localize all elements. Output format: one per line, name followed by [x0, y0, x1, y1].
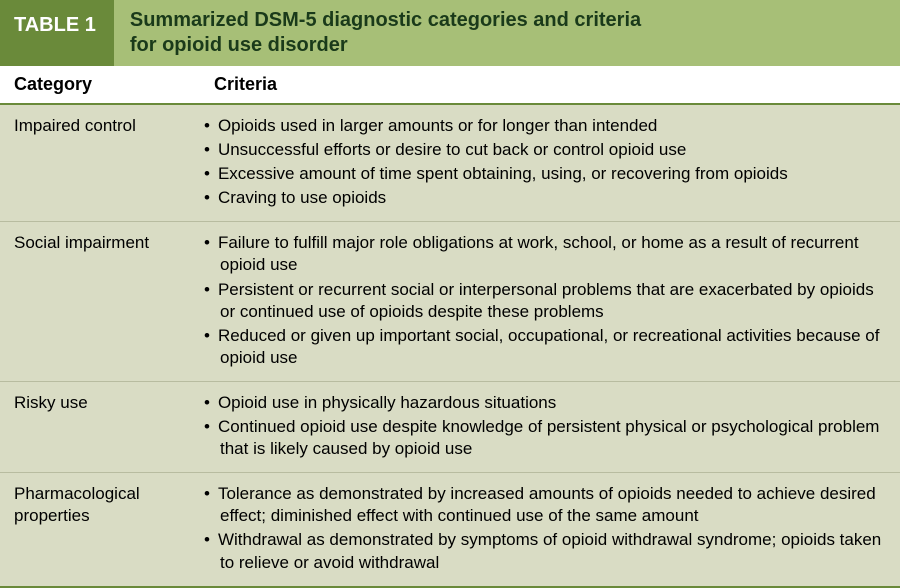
criteria-item: Opioid use in physically hazardous situa…	[204, 392, 886, 414]
criteria-item: Opioids used in larger amounts or for lo…	[204, 115, 886, 137]
criteria-cell: Failure to fulfill major role obligation…	[200, 222, 900, 381]
criteria-list: Opioid use in physically hazardous situa…	[204, 392, 886, 460]
criteria-item: Excessive amount of time spent obtaining…	[204, 163, 886, 185]
table-title: Summarized DSM-5 diagnostic categories a…	[114, 0, 900, 66]
table-number-badge: TABLE 1	[0, 0, 114, 66]
category-cell: Impaired control	[0, 105, 200, 221]
category-cell: Risky use	[0, 382, 200, 472]
criteria-item: Craving to use opioids	[204, 187, 886, 209]
table-row: Social impairmentFailure to fulfill majo…	[0, 222, 900, 382]
table-title-line2: for opioid use disorder	[130, 34, 348, 56]
table-row: Risky useOpioid use in physically hazard…	[0, 382, 900, 473]
table-title-line1: Summarized DSM-5 diagnostic categories a…	[130, 9, 641, 31]
criteria-item: Withdrawal as demonstrated by symptoms o…	[204, 529, 886, 573]
header-criteria: Criteria	[200, 66, 900, 103]
criteria-item: Reduced or given up important social, oc…	[204, 325, 886, 369]
dsm5-table: TABLE 1 Summarized DSM-5 diagnostic cate…	[0, 0, 900, 588]
criteria-item: Continued opioid use despite knowledge o…	[204, 416, 886, 460]
table-header-row: TABLE 1 Summarized DSM-5 diagnostic cate…	[0, 0, 900, 66]
criteria-list: Opioids used in larger amounts or for lo…	[204, 115, 886, 209]
criteria-list: Failure to fulfill major role obligation…	[204, 232, 886, 369]
criteria-item: Unsuccessful efforts or desire to cut ba…	[204, 139, 886, 161]
criteria-item: Failure to fulfill major role obligation…	[204, 232, 886, 276]
category-cell: Social impairment	[0, 222, 200, 381]
criteria-item: Tolerance as demonstrated by increased a…	[204, 483, 886, 527]
criteria-cell: Opioids used in larger amounts or for lo…	[200, 105, 900, 221]
table-body: Impaired controlOpioids used in larger a…	[0, 105, 900, 586]
header-category: Category	[0, 66, 200, 103]
column-headers: Category Criteria	[0, 66, 900, 105]
criteria-cell: Opioid use in physically hazardous situa…	[200, 382, 900, 472]
table-row: Impaired controlOpioids used in larger a…	[0, 105, 900, 222]
table-row: Pharmacological propertiesTolerance as d…	[0, 473, 900, 585]
criteria-item: Persistent or recurrent social or interp…	[204, 279, 886, 323]
criteria-list: Tolerance as demonstrated by increased a…	[204, 483, 886, 573]
category-cell: Pharmacological properties	[0, 473, 200, 585]
criteria-cell: Tolerance as demonstrated by increased a…	[200, 473, 900, 585]
